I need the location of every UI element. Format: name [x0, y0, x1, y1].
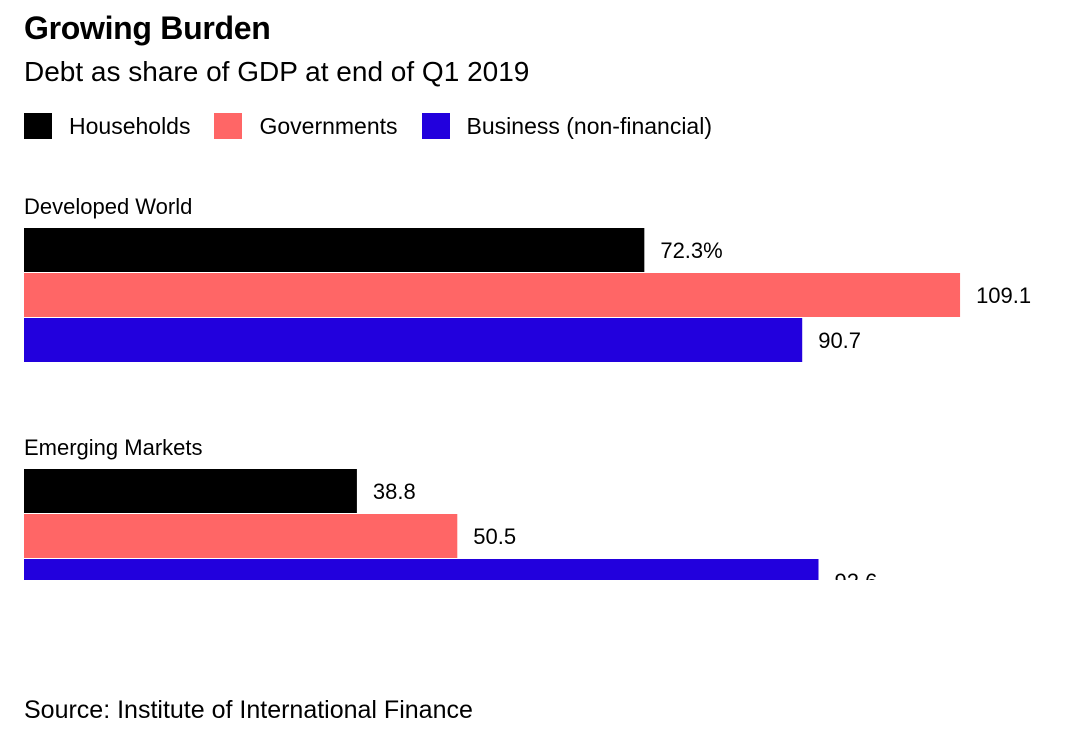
source-note: Source: Institute of International Finan…	[24, 696, 473, 724]
bar-developed-world-households	[24, 228, 645, 272]
bar-emerging-markets-households	[24, 469, 357, 513]
legend-swatch-governments	[214, 113, 243, 139]
category-label-emerging-markets: Emerging Markets	[24, 435, 203, 460]
legend-label-business: Business (non-financial)	[466, 112, 712, 139]
bar-chart: Developed World 72.3% 109.1 90.7 Emerging Ma…	[24, 194, 1031, 580]
chart-title: Growing Burden	[24, 10, 271, 46]
value-label-emerging-markets-households: 38.8	[373, 479, 416, 504]
legend-item-business: Business (non-financial)	[421, 112, 712, 140]
legend: Households Governments Business (non-fin…	[24, 112, 736, 140]
value-label-developed-world-governments: 109.1	[976, 283, 1031, 308]
legend-item-households: Households	[24, 113, 190, 140]
legend-item-governments: Governments	[214, 112, 398, 140]
value-label-emerging-markets-governments: 50.5	[473, 524, 516, 549]
legend-swatch-business	[421, 113, 450, 139]
legend-swatch-households	[24, 113, 52, 139]
chart-subtitle: Debt as share of GDP at end of Q1 2019	[24, 56, 530, 87]
value-label-developed-world-households: 72.3%	[660, 238, 722, 263]
bar-developed-world-governments	[24, 273, 961, 317]
value-label-developed-world-business: 90.7	[818, 328, 861, 353]
legend-label-governments: Governments	[259, 112, 398, 139]
legend-label-households: Households	[69, 112, 191, 139]
value-label-emerging-markets-business: 92.6	[835, 569, 878, 580]
bar-emerging-markets-business	[24, 559, 819, 580]
bar-emerging-markets-governments	[24, 514, 458, 558]
bar-developed-world-business	[24, 318, 803, 362]
category-label-developed-world: Developed World	[24, 194, 192, 219]
